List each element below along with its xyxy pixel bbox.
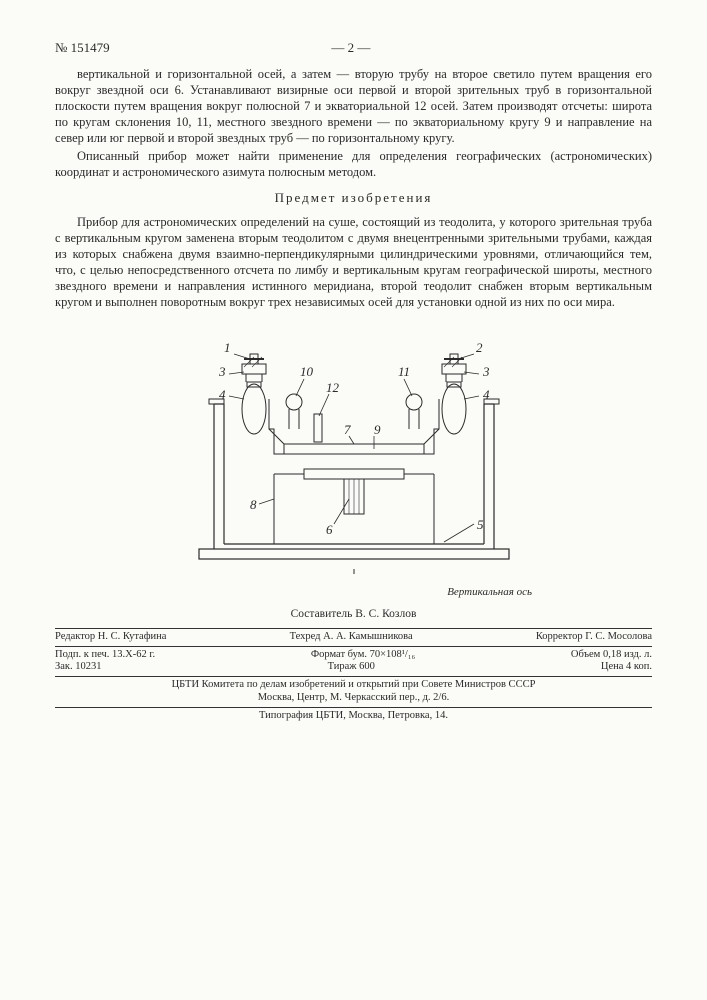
fig-label-5: 5: [477, 517, 484, 532]
footer-line-1: ЦБТИ Комитета по делам изобретений и отк…: [55, 679, 652, 690]
footer-line-3: Типография ЦБТИ, Москва, Петровка, 14.: [55, 710, 652, 721]
meta-order: Зак. 10231: [55, 661, 102, 672]
meta-date: Подп. к печ. 13.X-62 г.: [55, 649, 155, 660]
fig-label-10: 10: [300, 364, 314, 379]
section-title: Предмет изобретения: [55, 190, 652, 206]
footer-line-2: Москва, Центр, М. Черкасский пер., д. 2/…: [55, 692, 652, 703]
meta-price: Цена 4 коп.: [601, 661, 652, 672]
fig-label-6: 6: [326, 522, 333, 537]
meta-volume: Объем 0,18 изд. л.: [571, 649, 652, 660]
credits-row: Редактор Н. С. Кутафина Техред А. А. Кам…: [55, 631, 652, 642]
figure: 1 2 3 3 4 4 10 11 12 7 9 6 5 8 Вертикаль…: [55, 324, 652, 598]
fig-label-12: 12: [326, 380, 340, 395]
tech-editor: Техред А. А. Камышникова: [290, 631, 413, 642]
divider-4: [55, 707, 652, 708]
instrument-diagram: 1 2 3 3 4 4 10 11 12 7 9 6 5 8: [174, 324, 534, 584]
fig-label-9: 9: [374, 422, 381, 437]
paragraph-3: Прибор для астрономических определений н…: [55, 214, 652, 310]
compiler: Составитель В. С. Козлов: [55, 608, 652, 620]
fig-label-7: 7: [344, 422, 351, 437]
meta-row-2: Зак. 10231 Тираж 600 Цена 4 коп.: [55, 661, 652, 672]
divider-1: [55, 628, 652, 629]
fig-label-4b: 4: [483, 387, 490, 402]
paragraph-2: Описанный прибор может найти применение …: [55, 148, 652, 180]
page: № 151479 — 2 — вертикальной и горизонтал…: [0, 0, 707, 1000]
fig-label-3: 3: [218, 364, 226, 379]
page-number: — 2 —: [331, 40, 370, 56]
meta-row-1: Подп. к печ. 13.X-62 г. Формат бум. 70×1…: [55, 649, 652, 660]
paragraph-1: вертикальной и горизонтальной осей, а за…: [55, 66, 652, 146]
corrector: Корректор Г. С. Мосолова: [536, 631, 652, 642]
meta-format: Формат бум. 70×108¹/₁₆: [311, 649, 415, 660]
editor: Редактор Н. С. Кутафина: [55, 631, 166, 642]
divider-2: [55, 646, 652, 647]
doc-number: № 151479: [55, 40, 110, 56]
fig-label-2: 2: [476, 340, 483, 355]
fig-label-4: 4: [219, 387, 226, 402]
fig-label-3b: 3: [482, 364, 490, 379]
fig-label-11: 11: [398, 364, 410, 379]
divider-3: [55, 676, 652, 677]
page-header: № 151479 — 2 —: [55, 40, 652, 56]
axis-label: Вертикальная ось: [55, 586, 532, 598]
meta-tirage: Тираж 600: [328, 661, 375, 672]
fig-label-8: 8: [250, 497, 257, 512]
fig-label-1: 1: [224, 340, 231, 355]
